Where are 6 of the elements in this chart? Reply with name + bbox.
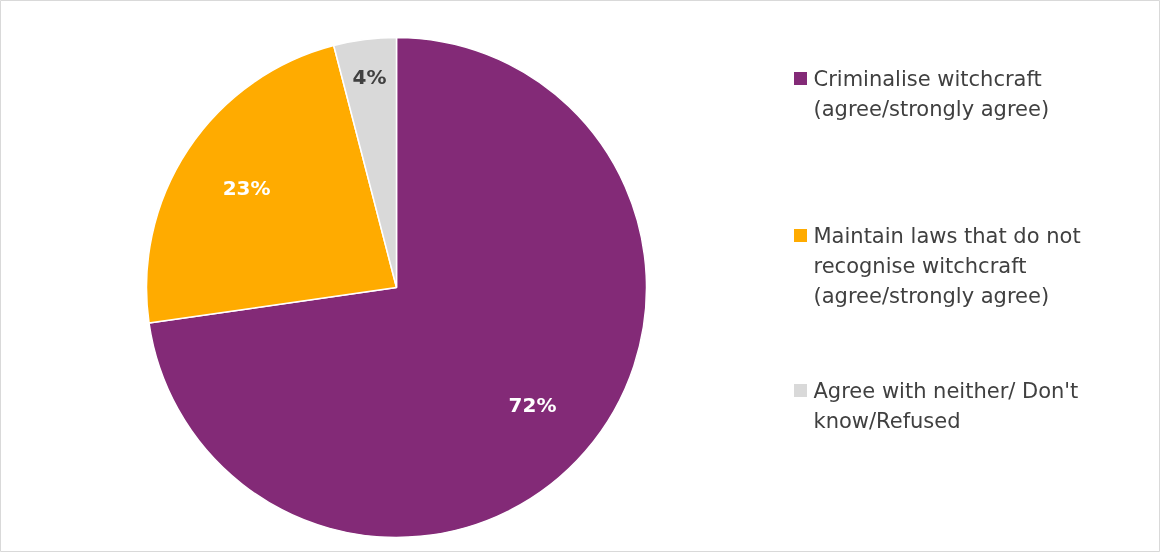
data-label: 4% <box>352 64 387 89</box>
data-label: 72% <box>508 393 557 418</box>
legend-label: Criminalise witchcraft (agree/strongly agree) <box>813 66 1050 121</box>
legend-label: Maintain laws that do not recognise witchcraft (agree/strongly agree) <box>813 223 1081 308</box>
legend-label: Agree with neither/ Don't know/Refused <box>813 378 1079 433</box>
data-label: 23% <box>222 175 271 200</box>
